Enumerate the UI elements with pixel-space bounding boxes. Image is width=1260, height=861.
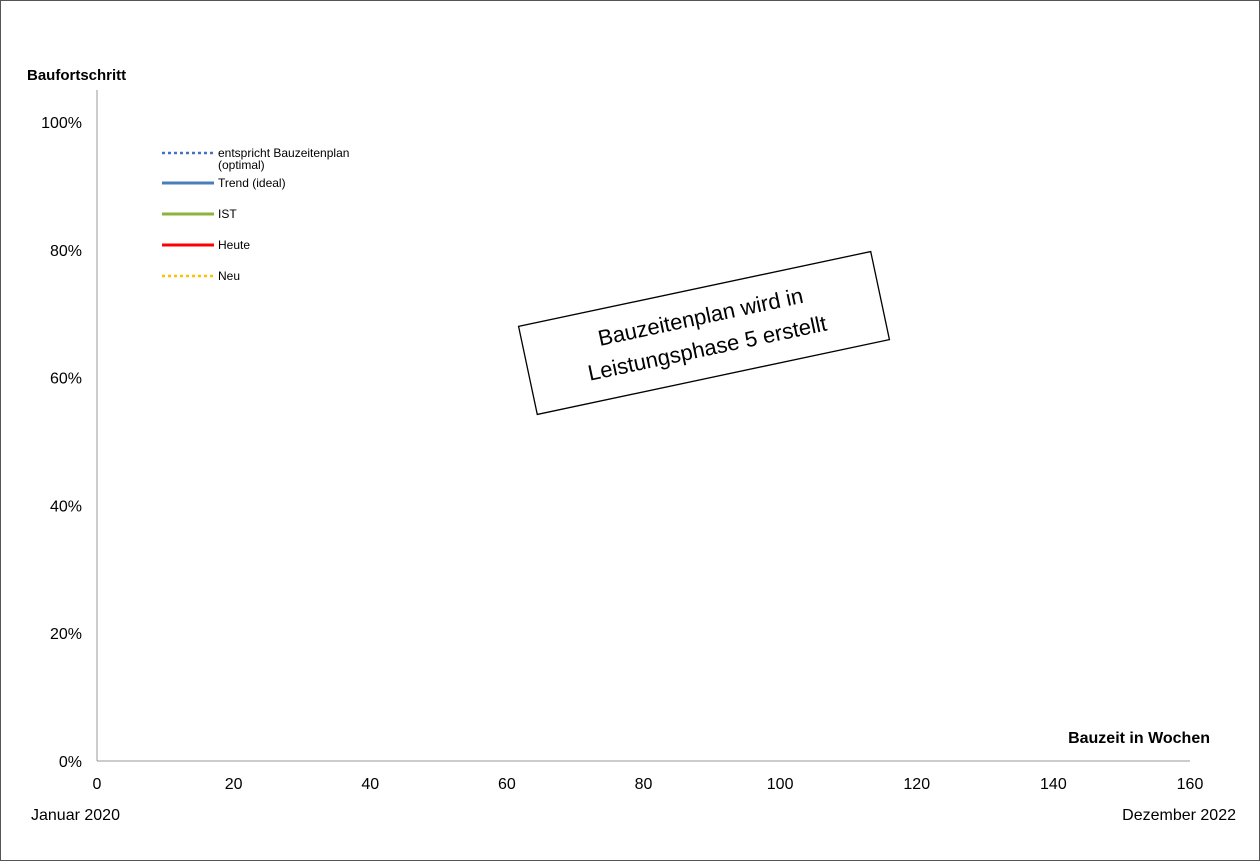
legend-label: entspricht Bauzeitenplan [218,146,349,160]
x-tick-labels: 0 20 40 60 80 100 120 140 160 [93,776,1204,793]
legend: entspricht Bauzeitenplan(optimal) Trend (… [162,146,349,283]
legend-label: Neu [218,269,240,283]
start-date-label: Januar 2020 [31,807,120,824]
x-axis-title: Bauzeit in Wochen [1068,730,1210,747]
x-tick-label: 140 [1040,776,1067,793]
x-tick-label: 60 [498,776,516,793]
legend-label: (optimal) [218,158,265,172]
y-tick-labels: 0% 20% 40% 60% 80% 100% [41,115,82,771]
legend-label: Trend (ideal) [218,176,286,190]
x-tick-label: 100 [767,776,794,793]
x-tick-label: 80 [635,776,653,793]
legend-label: Heute [218,238,250,252]
y-tick-label: 80% [50,243,82,260]
x-tick-label: 20 [225,776,243,793]
x-tick-label: 160 [1177,776,1204,793]
legend-label: IST [218,207,237,221]
x-tick-label: 120 [903,776,930,793]
annotation-box: Bauzeitenplan wird in Leistungsphase 5 e… [517,250,891,416]
x-tick-label: 0 [93,776,102,793]
y-tick-label: 100% [41,115,82,132]
y-tick-label: 20% [50,626,82,643]
y-tick-label: 60% [50,371,82,388]
y-tick-label: 0% [59,754,82,771]
end-date-label: Dezember 2022 [1122,807,1236,824]
x-tick-label: 40 [361,776,379,793]
y-axis-title: Baufortschritt [27,67,126,84]
y-tick-label: 40% [50,498,82,515]
